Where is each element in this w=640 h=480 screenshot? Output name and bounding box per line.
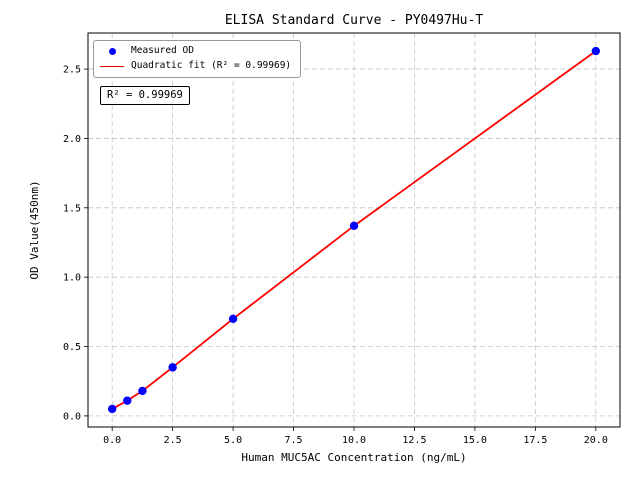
measured-od-point <box>591 46 601 56</box>
x-tick-label: 10.0 <box>342 435 366 446</box>
x-tick-label: 7.5 <box>285 435 303 446</box>
legend-marker-measured-dot <box>108 47 116 55</box>
measured-od-point <box>228 314 238 323</box>
x-tick-label: 15.0 <box>463 435 487 446</box>
legend-entry-measured: Measured OD <box>100 45 291 56</box>
y-tick-label: 2.5 <box>63 65 81 76</box>
legend-marker-measured <box>100 47 124 55</box>
legend-entry-fit: Quadratic fit (R² = 0.99969) <box>100 60 292 72</box>
y-tick-label: 1.0 <box>63 273 81 284</box>
legend-marker-fit-line <box>100 66 124 68</box>
x-tick-label: 0.0 <box>103 435 121 446</box>
y-tick-label: 0.0 <box>63 411 81 422</box>
x-tick-label: 2.5 <box>164 435 182 446</box>
x-tick-label: 5.0 <box>224 435 242 446</box>
chart-title: ELISA Standard Curve - PY0497Hu-T <box>225 13 483 28</box>
y-tick-label: 1.5 <box>63 203 81 214</box>
y-axis-label: OD Value(450nm) <box>28 180 41 279</box>
measured-od-point <box>123 396 132 405</box>
y-tick-label: 0.5 <box>63 342 81 353</box>
measured-od-point <box>349 221 359 231</box>
y-tick-label: 2.0 <box>63 134 81 145</box>
legend-label-measured: Measured OD <box>131 45 194 56</box>
x-tick-label: 17.5 <box>523 435 547 446</box>
x-tick-label: 20.0 <box>584 435 608 446</box>
plot-border <box>87 32 621 428</box>
legend-label-fit: Quadratic fit (R² = 0.99969) <box>131 60 292 72</box>
legend: Measured OD Quadratic fit (R² = 0.99969) <box>93 40 302 78</box>
measured-od-point <box>107 404 117 414</box>
legend-marker-fit <box>100 66 124 68</box>
r-squared-annotation: R² = 0.99969 <box>100 86 190 105</box>
x-tick-label: 12.5 <box>402 435 426 446</box>
x-axis-label: Human MUC5AC Concentration (ng/mL) <box>241 451 466 464</box>
measured-od-point <box>168 363 177 372</box>
measured-od-point <box>138 386 147 396</box>
